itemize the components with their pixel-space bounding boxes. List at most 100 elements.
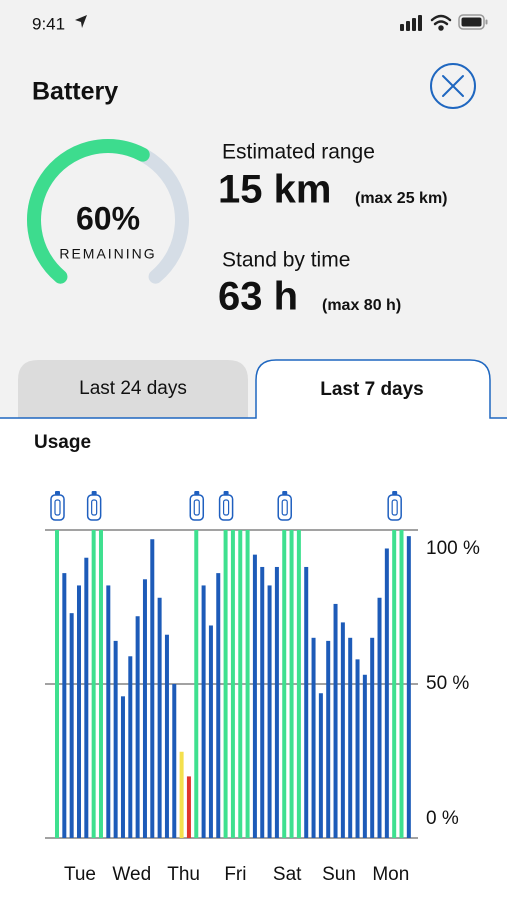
tab-label[interactable]: Last 24 days [79, 378, 187, 399]
gauge-caption: REMAINING [59, 246, 156, 262]
bar [318, 693, 323, 838]
tab-label[interactable]: Last 7 days [320, 379, 424, 400]
bar [384, 548, 389, 838]
bar [348, 637, 353, 838]
x-tick-label: Fri [224, 864, 246, 885]
charge-icon [50, 491, 65, 521]
charge-icon-level [193, 499, 200, 516]
standby-value: 63 h [218, 275, 298, 319]
gauge-fill [27, 139, 150, 284]
bar [120, 696, 125, 838]
charge-icon-level [91, 499, 98, 516]
bar [55, 530, 59, 838]
bar [392, 530, 397, 838]
charge-icon-tip [392, 491, 398, 495]
status-time: 9:41 [32, 14, 65, 33]
range-max: (max 25 km) [355, 190, 448, 207]
bar [370, 637, 375, 838]
x-tick-label: Sat [273, 864, 302, 885]
x-tick-label: Wed [112, 864, 151, 885]
gauge-label: 60% [76, 200, 140, 236]
bar [150, 539, 155, 838]
page-title: Battery [32, 78, 118, 106]
bar [164, 634, 169, 838]
bar [289, 530, 294, 838]
charge-icon [218, 491, 234, 521]
bar [260, 566, 265, 838]
bar [311, 637, 316, 838]
standby-max: (max 80 h) [322, 297, 401, 314]
charge-icon-tip [194, 491, 200, 495]
x-tick-label: Tue [64, 864, 96, 885]
bar [362, 674, 367, 838]
bar [128, 656, 133, 838]
charge-icon-level [222, 499, 230, 516]
bar [106, 585, 111, 838]
bar [399, 530, 404, 838]
charge-icon-body [277, 494, 292, 521]
bar [406, 536, 411, 838]
tab-active[interactable] [0, 359, 507, 419]
bar [98, 530, 103, 838]
bar [113, 640, 118, 838]
bar [223, 530, 228, 838]
close-button[interactable] [430, 63, 476, 109]
charge-icon-tip [282, 491, 288, 495]
charge-icon-body [387, 494, 402, 521]
charge-icon-body [189, 494, 205, 521]
bar [135, 616, 140, 838]
charge-icon-tip [55, 491, 60, 495]
bar [267, 585, 272, 838]
signal-icon [400, 15, 422, 31]
x-tick-label: Mon [372, 864, 409, 885]
bar [201, 585, 206, 838]
section-title: Usage [34, 432, 91, 453]
gauge [27, 139, 189, 284]
bar [172, 684, 177, 838]
x-tick-label: Thu [167, 864, 200, 885]
bar [62, 573, 67, 838]
charge-icon [86, 491, 102, 521]
range-label: Estimated range [222, 141, 375, 164]
top-panel [0, 0, 507, 418]
charge-icon [277, 491, 292, 521]
charge-icon-body [218, 494, 234, 521]
tab-inactive[interactable] [18, 360, 248, 418]
bar [179, 751, 184, 838]
bar [333, 603, 338, 838]
charge-icon [387, 491, 402, 521]
x-tick-label: Sun [322, 864, 356, 885]
y-tick-label: 100 % [426, 538, 480, 559]
bar [142, 579, 147, 838]
bar [216, 573, 221, 838]
bar [282, 530, 287, 838]
charge-icon-tip [91, 491, 97, 495]
range-value: 15 km [218, 168, 331, 212]
bar [252, 554, 257, 838]
bar [238, 530, 243, 838]
bar [230, 530, 235, 838]
bar [245, 530, 250, 838]
charge-icon [189, 491, 205, 521]
battery-status-icon [458, 14, 488, 30]
bar [76, 585, 81, 838]
charge-icon-tip [223, 491, 229, 495]
bar [274, 566, 279, 838]
bar [377, 597, 382, 838]
bar [326, 640, 331, 838]
charge-icon-body [86, 494, 102, 521]
bar [355, 659, 360, 838]
bar [304, 566, 309, 838]
bar [340, 622, 345, 838]
wifi-icon [430, 14, 452, 31]
charge-icon-body [50, 494, 65, 521]
y-tick-label: 50 % [426, 673, 469, 694]
bar [208, 625, 213, 838]
bar [69, 613, 74, 838]
y-tick-label: 0 % [426, 808, 459, 829]
bar [186, 776, 191, 838]
tab-gap [257, 418, 489, 421]
charge-icon-level [391, 499, 398, 516]
